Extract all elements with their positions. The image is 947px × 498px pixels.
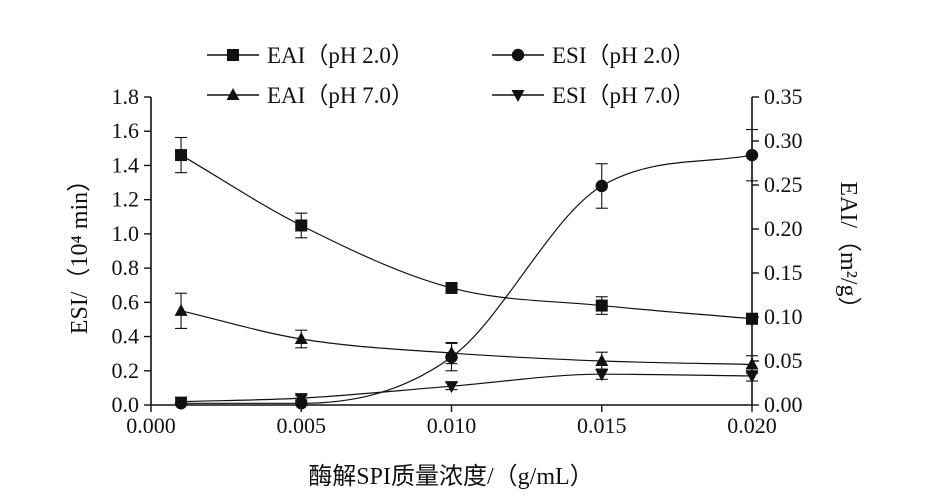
data-point-1: [175, 149, 188, 162]
y-right-tick-label: 0.00: [764, 392, 803, 417]
ticks-layer: 0.000 0.005 0.010 0.015 0.020 0.0 0.2 0.4 0.6 0.8…: [112, 84, 803, 438]
y-left-tick-label: 0.2: [112, 358, 140, 383]
y-left-axis-title: ESI/（10⁴ min）: [67, 168, 93, 334]
data-point-4: [294, 393, 308, 406]
data-point-4: [745, 370, 759, 383]
legend-label: ESI（pH 2.0）: [552, 43, 695, 68]
legend-marker: [227, 49, 239, 61]
x-tick-label: 0.005: [277, 413, 327, 438]
y-left-tick-label: 0.8: [112, 255, 140, 280]
y-left-tick-label: 0.6: [112, 289, 140, 314]
data-point-3: [445, 346, 458, 359]
markers-layer: [174, 148, 759, 410]
data-point-3: [174, 303, 188, 316]
y-right-tick-label: 0.10: [764, 304, 803, 329]
series-line-1: [180, 154, 753, 320]
y-left-tick-label: 1.4: [112, 152, 140, 177]
x-tick-label: 0.015: [577, 413, 627, 438]
series-line-4: [181, 373, 753, 403]
y-right-tick-label: 0.20: [764, 216, 803, 241]
y-left-tick-label: 1.6: [112, 118, 140, 143]
y-right-tick-label: 0.05: [764, 348, 803, 373]
y-left-tick-label: 1.0: [112, 221, 140, 246]
x-tick-label: 0.010: [427, 413, 477, 438]
data-point-1: [445, 281, 458, 294]
y-right-tick-label: 0.15: [764, 260, 803, 285]
y-left-tick-label: 0.0: [112, 392, 140, 417]
legend-label: ESI（pH 7.0）: [552, 83, 695, 108]
series-line-2: [181, 154, 753, 404]
data-point-3: [745, 357, 759, 370]
legend: EAI（pH 2.0） ESI（pH 2.0） EAI（pH 7.0） ESI（pH …: [207, 43, 695, 108]
data-point-1: [595, 299, 608, 312]
y-right-tick-label: 0.35: [764, 84, 803, 109]
data-point-1: [746, 312, 758, 325]
data-point-4: [174, 396, 188, 409]
legend-marker: [511, 90, 525, 102]
legend-label: EAI（pH 2.0）: [267, 43, 414, 68]
y-left-tick-label: 1.2: [112, 187, 140, 212]
x-axis-title: 酶解SPI质量浓度/（g/mL）: [308, 463, 593, 490]
y-left-tick-label: 0.4: [112, 324, 140, 349]
x-tick-label: 0.000: [126, 413, 176, 438]
data-point-2: [745, 148, 759, 162]
y-left-tick-label: 1.8: [112, 84, 140, 109]
series-line-3: [180, 310, 753, 366]
y-right-tick-label: 0.25: [764, 172, 803, 197]
data-point-2: [595, 179, 608, 193]
curves-layer: [180, 154, 753, 404]
data-point-4: [445, 381, 458, 394]
legend-label: EAI（pH 7.0）: [267, 83, 414, 108]
y-right-tick-label: 0.30: [764, 128, 803, 153]
data-point-4: [595, 369, 609, 382]
legend-marker: [511, 48, 525, 62]
errorbars-layer: [175, 128, 758, 406]
data-point-1: [295, 219, 308, 232]
data-point-3: [595, 354, 609, 366]
y-right-axis-title: EAI/（m²/g）: [835, 181, 861, 320]
legend-marker: [226, 88, 240, 100]
x-tick-label: 0.020: [727, 413, 777, 438]
data-point-3: [294, 332, 308, 344]
